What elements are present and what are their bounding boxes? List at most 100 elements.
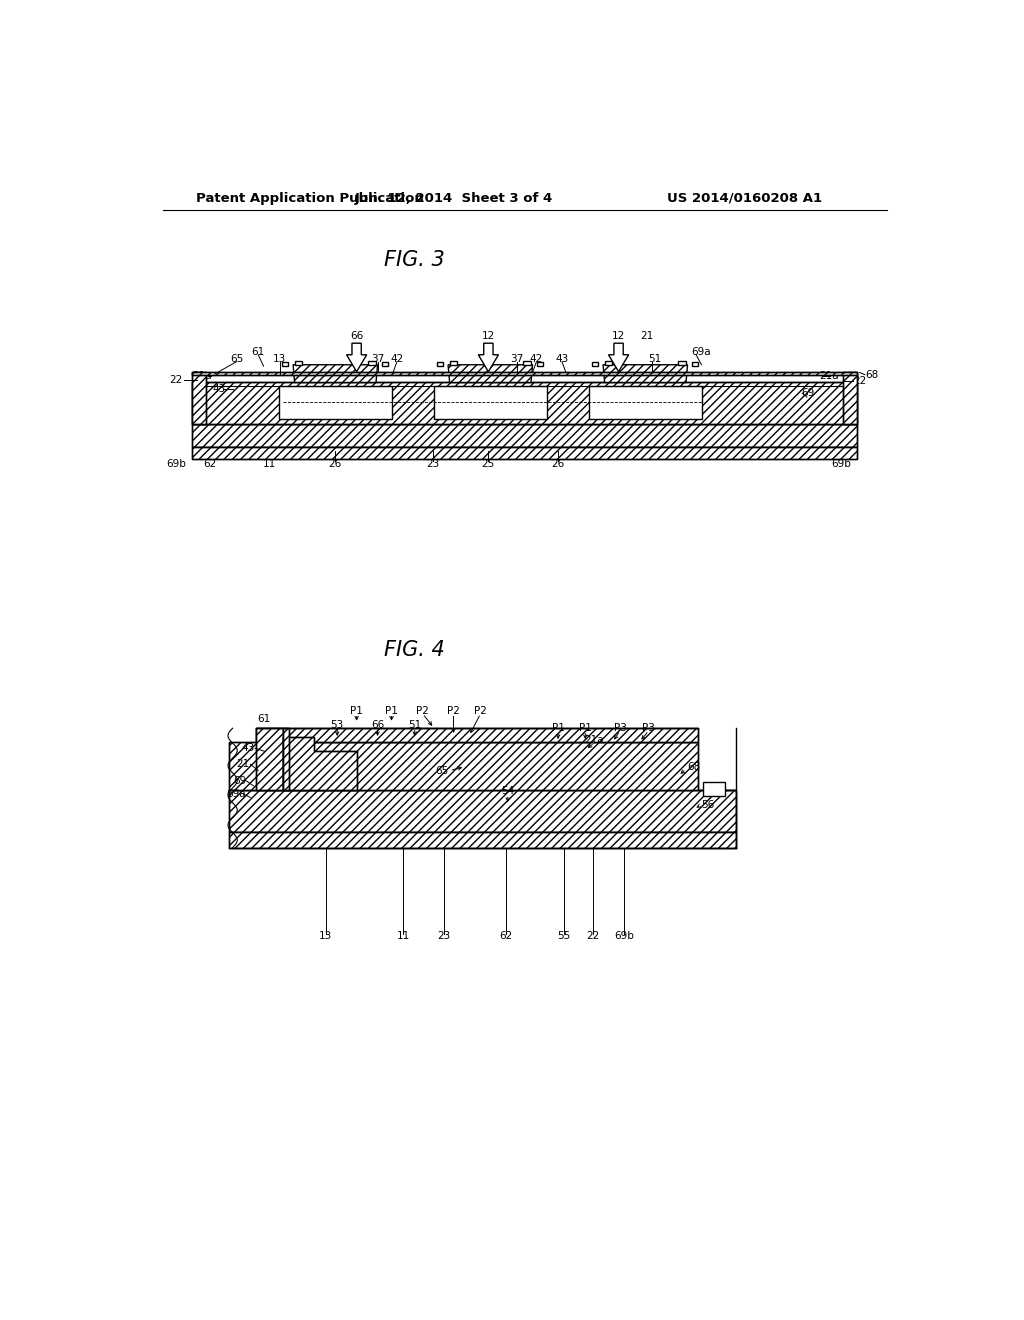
Text: 69b: 69b (166, 459, 186, 469)
Text: 69a: 69a (691, 347, 712, 358)
Bar (382, 363, 388, 367)
Bar (228, 789, 736, 832)
Text: US 2014/0160208 A1: US 2014/0160208 A1 (667, 191, 821, 205)
Bar (283, 729, 289, 789)
Polygon shape (478, 343, 499, 372)
Polygon shape (523, 360, 531, 364)
Text: 69: 69 (801, 388, 814, 399)
Text: 54: 54 (501, 787, 514, 796)
Text: 22: 22 (853, 376, 866, 385)
Bar (843, 372, 856, 424)
Polygon shape (678, 360, 686, 364)
Text: Jun. 12, 2014  Sheet 3 of 4: Jun. 12, 2014 Sheet 3 of 4 (354, 191, 553, 205)
Bar (280, 385, 391, 418)
Text: 26: 26 (329, 459, 342, 469)
Text: 69b: 69b (831, 459, 851, 469)
Bar (538, 363, 544, 367)
Bar (228, 832, 736, 847)
Text: 51: 51 (648, 354, 662, 364)
Bar (843, 372, 856, 424)
Text: P1: P1 (552, 723, 564, 733)
Text: 42: 42 (390, 354, 403, 364)
Bar (228, 832, 736, 847)
Bar (191, 424, 856, 447)
Text: 11: 11 (263, 459, 276, 469)
Bar (283, 363, 289, 367)
Bar (692, 363, 698, 367)
Bar (228, 789, 736, 832)
Text: 65: 65 (435, 766, 449, 776)
Bar (191, 372, 856, 375)
Text: 21a: 21a (819, 371, 839, 380)
Text: 13: 13 (319, 931, 332, 941)
Polygon shape (449, 364, 532, 383)
Bar (283, 729, 289, 789)
Text: 13: 13 (273, 354, 287, 364)
Text: FIG. 4: FIG. 4 (384, 640, 445, 660)
Text: 21a: 21a (193, 371, 212, 380)
Text: 43: 43 (242, 743, 255, 754)
Text: 26: 26 (552, 459, 565, 469)
Bar (703, 781, 725, 796)
Bar (256, 729, 283, 789)
Text: P1: P1 (579, 723, 592, 733)
Bar (228, 742, 697, 789)
Text: 69b: 69b (614, 931, 634, 941)
Text: 21: 21 (641, 331, 654, 342)
Bar (191, 381, 856, 424)
Text: 53: 53 (331, 721, 344, 730)
Text: 66: 66 (371, 721, 384, 730)
Text: P3: P3 (613, 723, 627, 733)
Text: P2: P2 (447, 706, 460, 717)
Text: P2: P2 (416, 706, 429, 717)
Text: P3: P3 (642, 723, 655, 733)
Text: P1: P1 (385, 706, 398, 717)
Text: 68: 68 (865, 370, 879, 380)
Text: P1: P1 (350, 706, 364, 717)
Bar (191, 424, 856, 447)
Text: 51: 51 (409, 721, 421, 730)
Text: 21a: 21a (585, 735, 604, 744)
Text: 62: 62 (500, 931, 513, 941)
Polygon shape (604, 360, 612, 364)
Text: 43: 43 (212, 384, 225, 395)
Bar (191, 447, 856, 459)
Text: 22: 22 (169, 375, 182, 385)
Text: 43: 43 (555, 354, 568, 364)
Text: 56: 56 (701, 800, 715, 810)
Text: Patent Application Publication: Patent Application Publication (197, 191, 424, 205)
Bar (434, 385, 547, 418)
Text: 61: 61 (257, 714, 270, 723)
Bar (592, 363, 598, 367)
Text: 62: 62 (203, 459, 216, 469)
Text: 37: 37 (371, 354, 384, 364)
Polygon shape (295, 360, 302, 364)
Text: 65: 65 (229, 354, 243, 364)
Bar (191, 372, 206, 424)
Text: 37: 37 (510, 354, 523, 364)
Text: 12: 12 (612, 331, 626, 342)
Text: P2: P2 (474, 706, 487, 717)
Bar (589, 385, 701, 418)
Polygon shape (283, 738, 356, 789)
Text: 21: 21 (237, 759, 249, 770)
Polygon shape (450, 360, 458, 364)
Text: 55: 55 (557, 931, 570, 941)
Text: 66: 66 (350, 331, 364, 342)
Polygon shape (603, 364, 687, 383)
Bar (191, 447, 856, 459)
Text: 23: 23 (426, 459, 439, 469)
Text: 23: 23 (437, 931, 451, 941)
Bar (228, 742, 697, 789)
Bar (256, 729, 697, 742)
Text: 12: 12 (481, 331, 495, 342)
Text: 22: 22 (587, 931, 600, 941)
Polygon shape (346, 343, 367, 372)
Text: 68: 68 (687, 762, 700, 772)
Bar (191, 381, 856, 424)
Text: 42: 42 (529, 354, 543, 364)
Bar (437, 363, 443, 367)
Bar (191, 372, 856, 375)
Text: 11: 11 (396, 931, 410, 941)
Text: 25: 25 (481, 459, 495, 469)
